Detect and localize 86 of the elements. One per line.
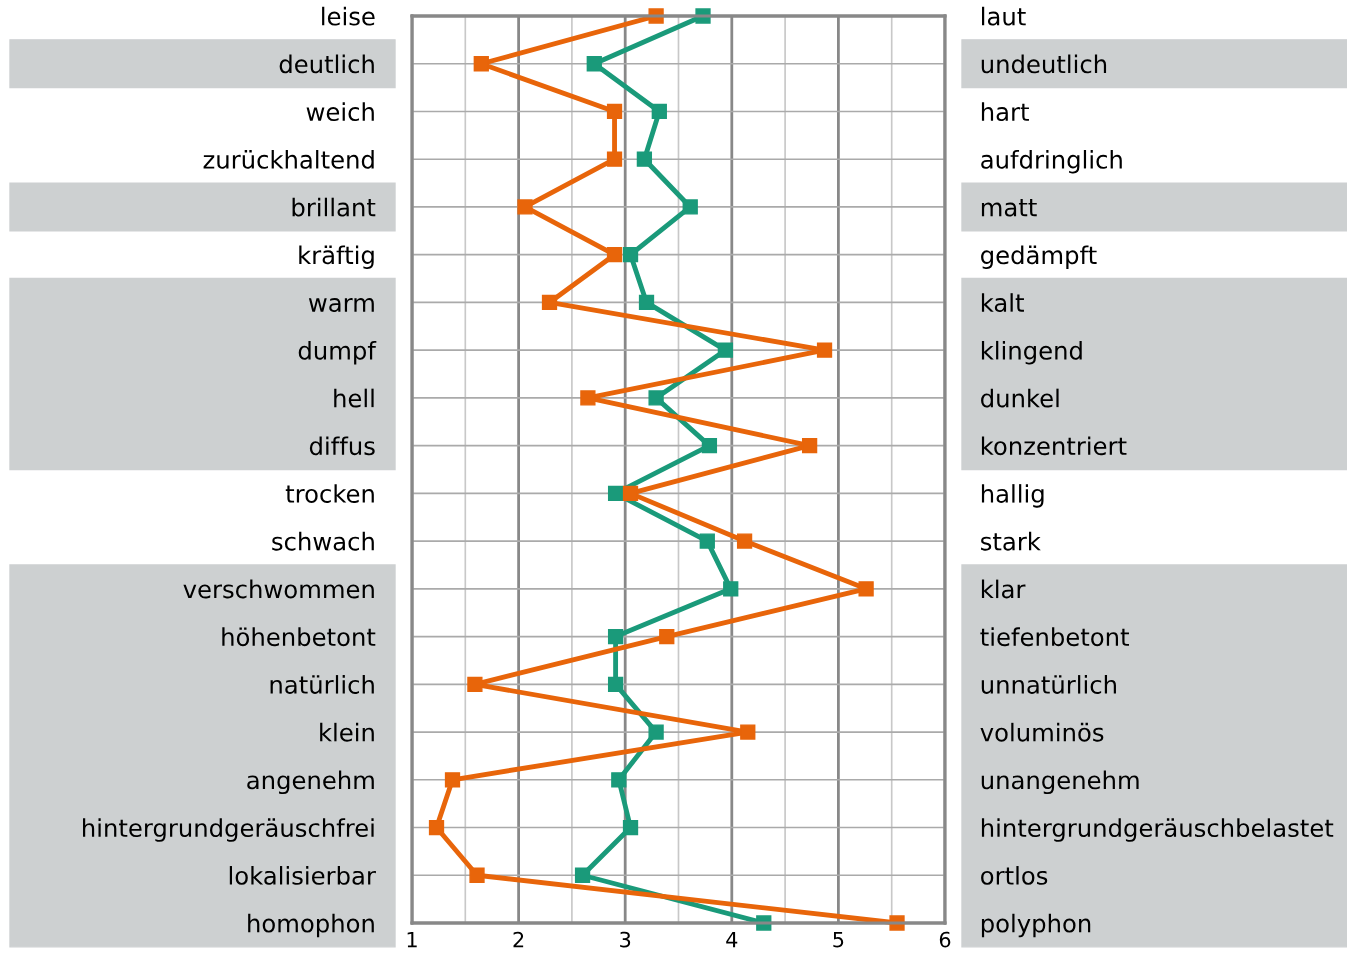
point [607,676,624,692]
point [574,867,591,883]
y-tick-label: hell [334,388,374,408]
x-tick-label: 4 [726,931,738,948]
point [648,8,664,24]
y-tick-label: verschwommen [183,579,374,599]
point [622,247,639,263]
y2-tick-label: kalt [981,293,1024,312]
point [701,437,718,454]
point [801,437,818,454]
point [611,772,627,788]
y-tick-label: zurückhaltend [203,149,374,169]
y2-tick-label: polyphon [981,913,1091,938]
point [517,199,533,215]
point [682,199,698,215]
y2-tick-label: aufdringlich [981,149,1122,174]
point [607,628,624,645]
y2-tick-label: konzentriert [981,436,1127,456]
point [580,390,596,406]
point [473,56,489,72]
y2-tick-label: dunkel [981,388,1059,408]
x-tick-label: 5 [833,931,844,948]
y-tick-label: hintergrundgeräuschfrei [83,818,374,842]
point [606,103,623,120]
y-tick-label: schwach [272,531,374,551]
y-tick-label: trocken [285,484,374,503]
y-tick-label: weich [306,102,374,122]
point [622,485,639,502]
x-tick-label: 2 [513,931,524,948]
point [648,390,664,406]
y2-tick-label: klingend [981,340,1082,365]
y-tick-label: natürlich [270,675,374,694]
point [659,628,675,645]
y2-tick-label: matt [981,199,1037,217]
y-tick-label: dumpf [298,340,377,365]
y-tick-label: diffus [309,436,375,456]
y-tick-label: klein [320,722,374,742]
point [606,247,623,263]
y-tick-label: kräftig [299,245,374,269]
point [444,772,461,788]
y-tick-label: angenehm [247,770,374,795]
y2-tick-label: unangenehm [981,770,1139,795]
point [816,342,833,358]
y2-tick-label: ortlos [981,866,1048,885]
x-tick-label: 3 [620,931,631,948]
point [858,581,874,597]
point [648,724,664,740]
point [428,819,445,836]
point [638,294,655,311]
y2-tick-label: laut [982,6,1026,26]
point [467,676,483,692]
y2-tick-label: tiefenbetont [980,627,1130,647]
y2-tick-label: gedämpft [981,245,1097,269]
y-tick-label: leise [322,6,375,26]
point [651,103,667,120]
point [607,485,624,502]
y-tick-label: warm [308,298,374,312]
point [622,819,639,836]
point [756,915,772,931]
y2-tick-label: stark [981,531,1041,551]
point [699,533,715,549]
y2-tick-label: hart [981,102,1029,122]
y-tick-label: höhenbetont [222,627,376,647]
y2-tick-label: voluminös [980,722,1104,742]
point [541,294,558,311]
point [695,8,711,24]
x-tick-label: 1 [407,931,417,948]
y2-tick-label: undeutlich [981,54,1107,74]
y-tick-label: deutlich [279,54,374,74]
point [636,151,653,167]
point [469,867,485,883]
y-tick-label: lokalisierbar [229,866,376,885]
point [736,533,753,549]
point [723,581,739,597]
y2-tick-label: unnatürlich [981,675,1116,694]
y-tick-label: homophon [248,913,374,938]
y2-tick-label: klar [981,579,1026,599]
point [740,724,756,740]
point [606,151,623,167]
y-tick-label: brillant [292,197,376,217]
point [586,56,602,72]
y2-tick-label: hallig [981,484,1044,508]
y2-tick-label: hintergrundgeräuschbelastet [981,818,1334,842]
point [717,342,734,358]
x-tick-label: 6 [939,931,951,948]
point [889,915,905,931]
